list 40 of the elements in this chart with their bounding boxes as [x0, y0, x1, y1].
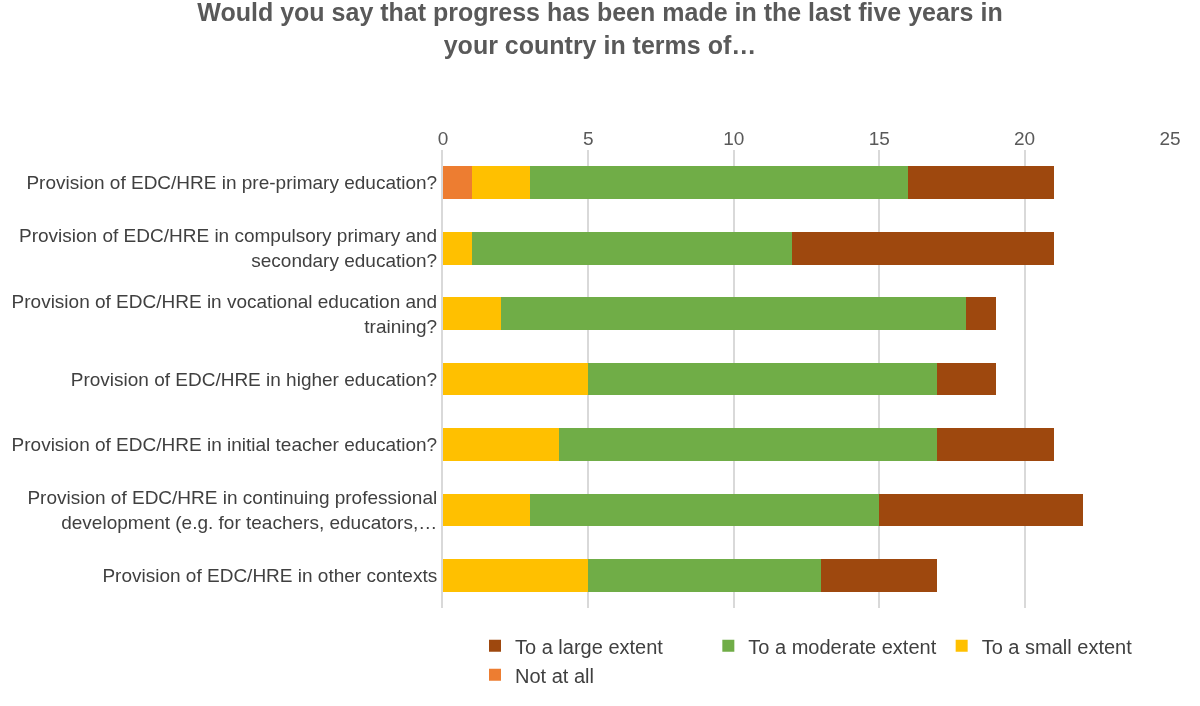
y-tick-label: Provision of EDC/HRE in compulsory primary and secondary education? — [19, 225, 438, 272]
bar — [937, 428, 1054, 461]
bar — [530, 166, 909, 200]
legend-label: To a large extent — [515, 635, 664, 658]
bar — [908, 166, 1054, 200]
x-tick-label: 20 — [1014, 128, 1036, 150]
bar — [443, 493, 531, 527]
bar — [443, 166, 473, 200]
bar — [472, 166, 531, 200]
x-tick-label: 10 — [723, 128, 745, 150]
bar — [443, 231, 473, 265]
bar — [501, 297, 967, 330]
y-tick-label: Provision of EDC/HRE in pre-primary education? — [26, 172, 438, 194]
legend-label: To a small extent — [981, 635, 1133, 658]
bar — [821, 558, 938, 592]
legend-label: To a moderate extent — [748, 635, 937, 658]
bar — [966, 297, 996, 330]
x-tick-label: 5 — [583, 128, 594, 150]
bar — [443, 428, 560, 461]
bar — [588, 362, 938, 396]
y-tick-label: Provision of EDC/HRE in continuing professional development (e.g. for teachers, educators,… — [27, 487, 438, 533]
x-tick-label: 25 — [1159, 128, 1181, 150]
bar — [443, 362, 589, 396]
bar — [791, 231, 1054, 265]
bar — [530, 493, 880, 527]
bar — [443, 297, 502, 330]
bar — [588, 558, 822, 592]
x-tick-label: 0 — [437, 128, 449, 150]
bar — [443, 558, 589, 592]
bar — [559, 428, 938, 461]
x-tick-label: 15 — [868, 128, 890, 150]
legend-label: Not at all — [515, 664, 594, 687]
y-tick-label: Provision of EDC/HRE in vocational education and training? — [11, 290, 438, 337]
y-tick-label: Provision of EDC/HRE in initial teacher education? — [11, 434, 438, 456]
bar — [472, 231, 792, 265]
y-tick-label: Provision of EDC/HRE in other contexts — [102, 564, 438, 586]
bar — [937, 362, 996, 396]
bar — [879, 493, 1083, 527]
y-tick-label: Provision of EDC/HRE in higher education? — [70, 368, 438, 390]
chart-title: Would you say that progress has been made in the last five years in your country in terms of… — [197, 0, 1003, 59]
